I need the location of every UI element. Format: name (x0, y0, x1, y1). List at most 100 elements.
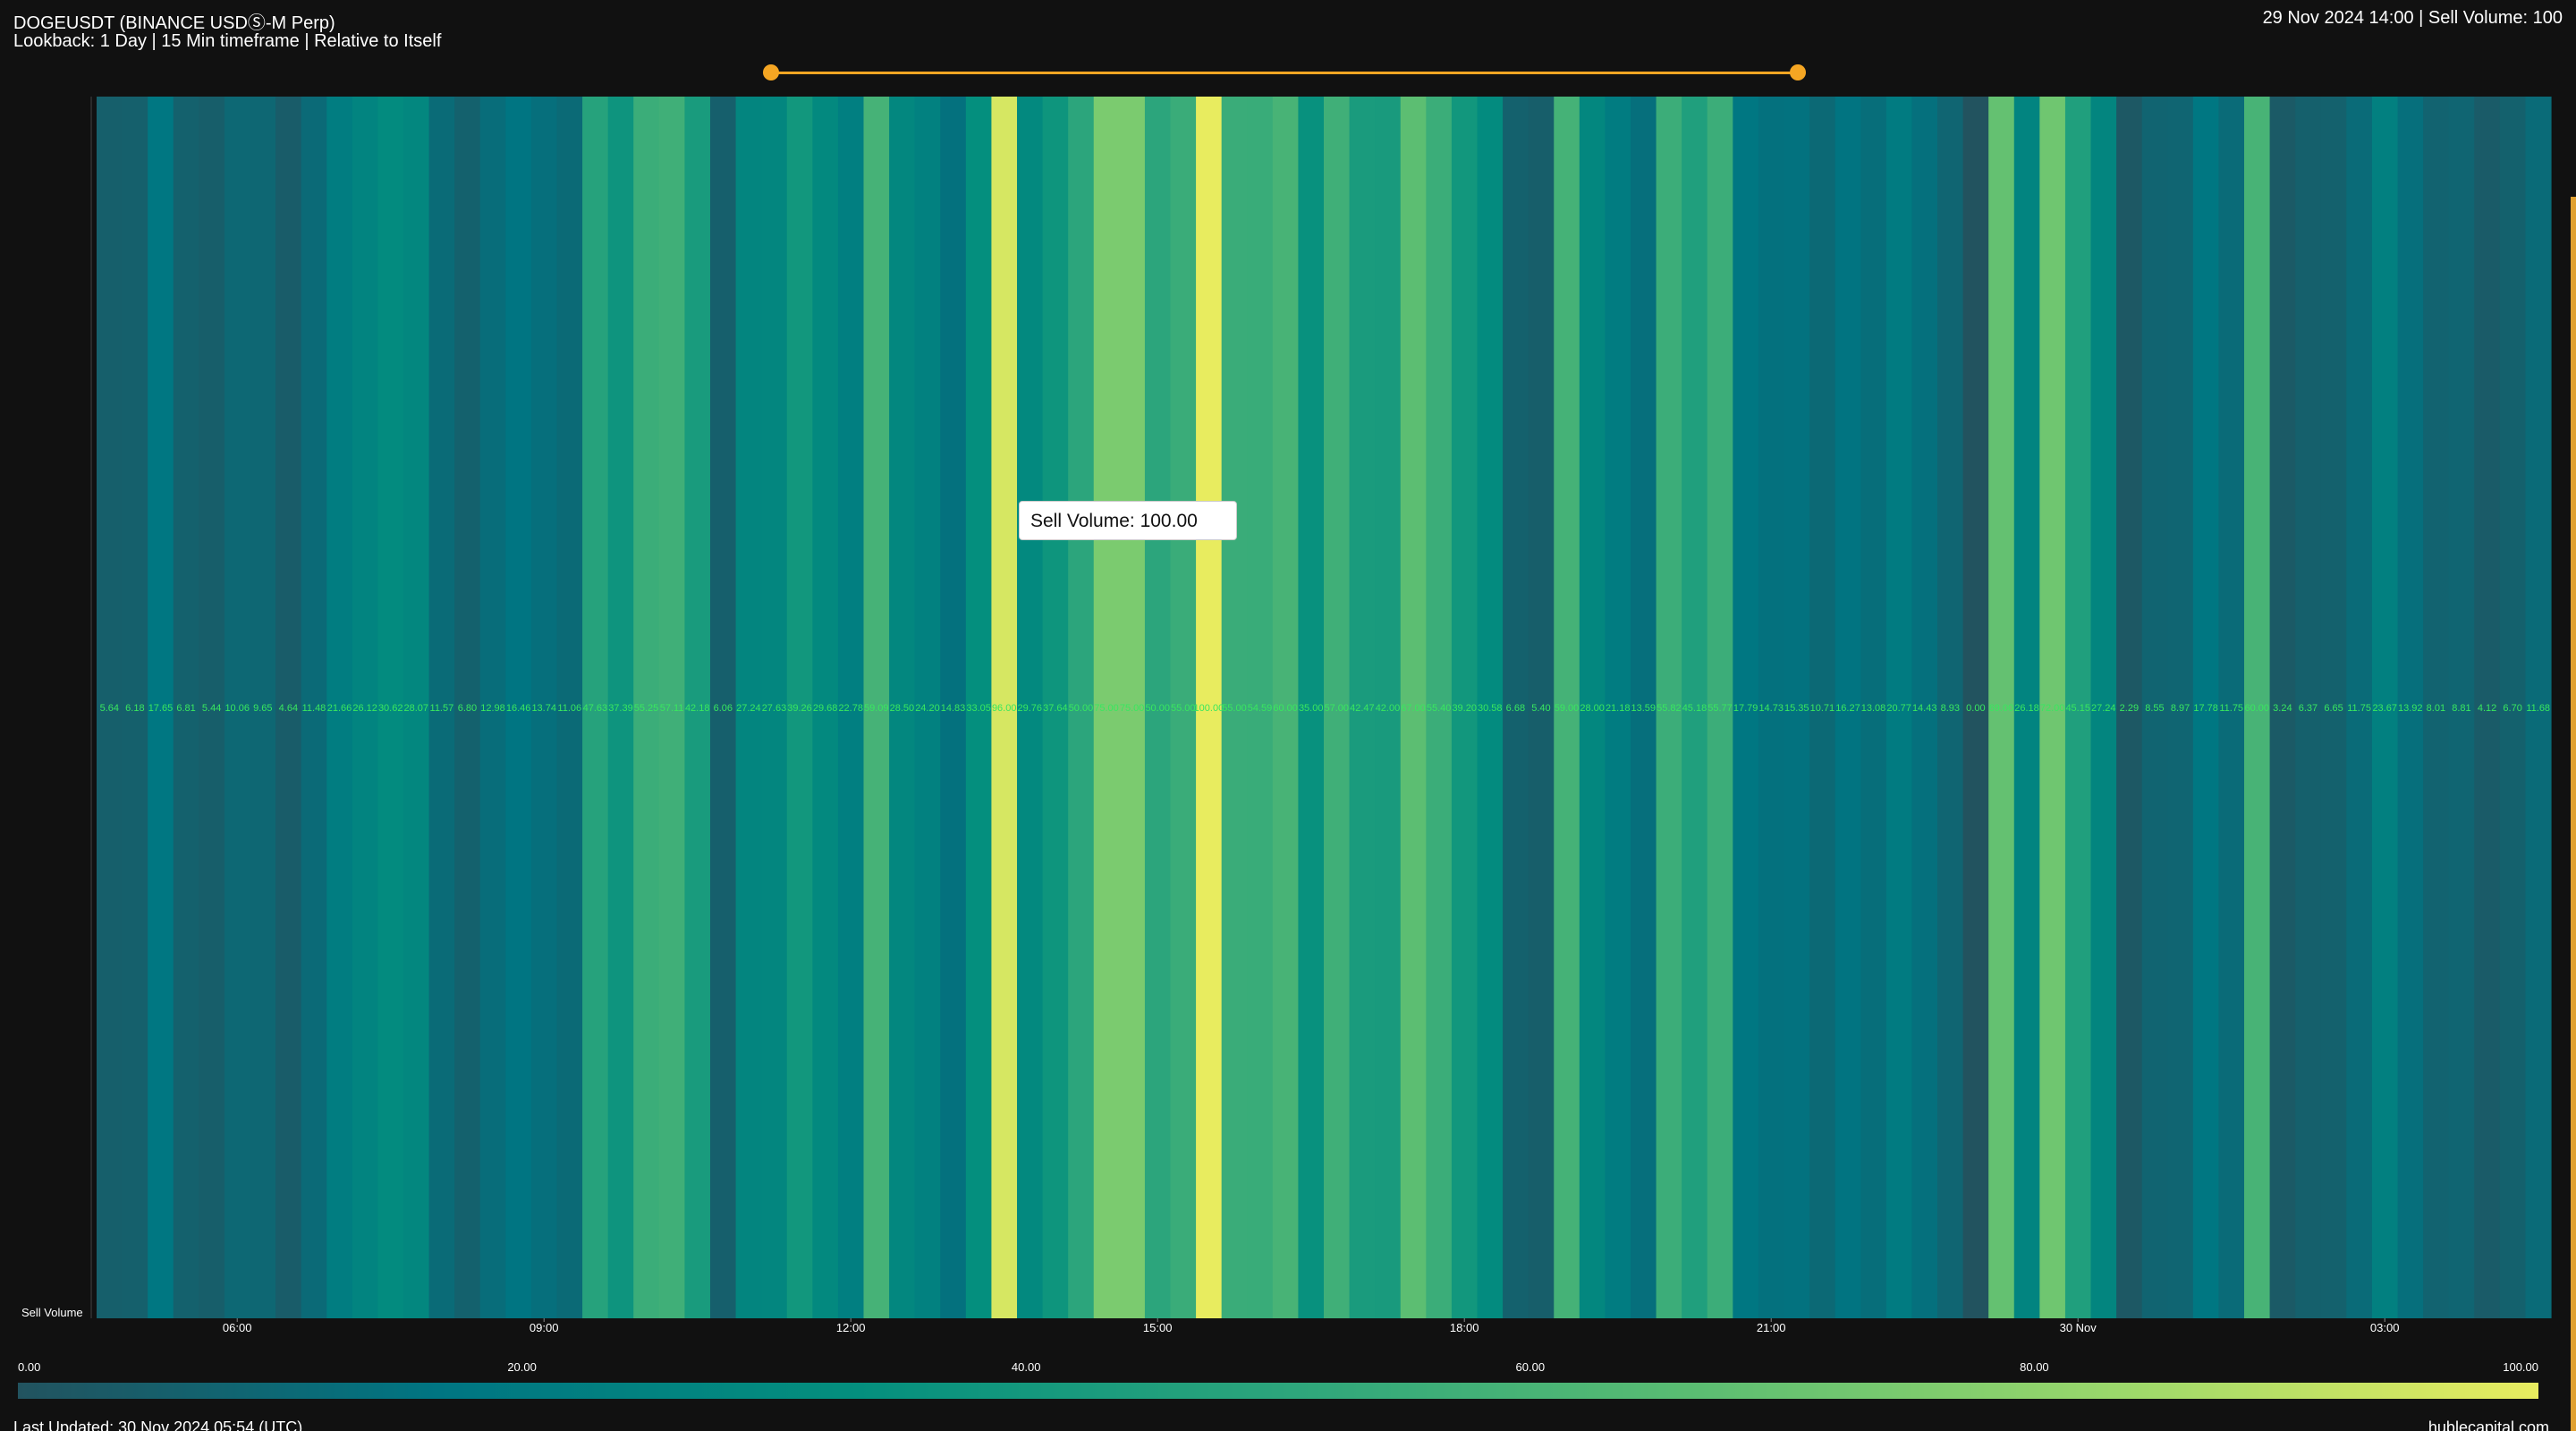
heatmap-cell[interactable] (1835, 97, 1861, 1318)
heatmap-cell[interactable] (710, 97, 737, 1318)
heatmap-cell[interactable] (479, 97, 506, 1318)
heatmap-cell[interactable] (1451, 97, 1479, 1318)
heatmap-cell[interactable] (454, 97, 481, 1318)
heatmap-cell[interactable] (2499, 97, 2527, 1318)
heatmap-cell[interactable] (1579, 97, 1606, 1318)
heatmap-cell[interactable] (1885, 97, 1913, 1318)
heatmap-cell[interactable] (2218, 97, 2245, 1318)
heatmap-cell[interactable] (1631, 97, 1657, 1318)
heatmap-cell[interactable] (889, 97, 916, 1318)
heatmap-cell[interactable] (863, 97, 890, 1318)
heatmap-cell[interactable] (2346, 97, 2373, 1318)
heatmap-cell[interactable] (1426, 97, 1453, 1318)
heatmap-cell[interactable] (2423, 97, 2450, 1318)
heatmap-cell[interactable] (2474, 97, 2501, 1318)
heatmap-cell[interactable] (1298, 97, 1325, 1318)
heatmap-cell[interactable] (1042, 97, 1069, 1318)
heatmap-cell[interactable] (1170, 97, 1197, 1318)
heatmap-cell[interactable] (2192, 97, 2220, 1318)
heatmap-cell[interactable] (250, 97, 276, 1318)
heatmap-cell[interactable] (837, 97, 865, 1318)
heatmap-cell[interactable] (1707, 97, 1733, 1318)
heatmap-cell[interactable] (2269, 97, 2296, 1318)
heatmap-cell[interactable] (1758, 97, 1785, 1318)
heatmap-cell[interactable] (2090, 97, 2117, 1318)
heatmap-cell[interactable] (1937, 97, 1964, 1318)
range-slider-track[interactable] (771, 72, 1798, 74)
heatmap-cell[interactable] (2371, 97, 2399, 1318)
heatmap-cell[interactable] (2244, 97, 2271, 1318)
heatmap-cell[interactable] (326, 97, 353, 1318)
heatmap-cell[interactable] (1119, 97, 1146, 1318)
heatmap-cell[interactable] (1784, 97, 1810, 1318)
heatmap-cell[interactable] (1196, 97, 1223, 1318)
heatmap-cell[interactable] (633, 97, 660, 1318)
heatmap-cell[interactable] (2167, 97, 2194, 1318)
heatmap-cell[interactable] (2525, 97, 2552, 1318)
heatmap-cell[interactable] (735, 97, 762, 1318)
heatmap-cell[interactable] (173, 97, 199, 1318)
heatmap-cell[interactable] (301, 97, 327, 1318)
heatmap-cell[interactable] (2397, 97, 2424, 1318)
heatmap-cell[interactable] (1528, 97, 1555, 1318)
range-slider-left-handle[interactable] (763, 64, 779, 80)
heatmap-cell[interactable] (1144, 97, 1172, 1318)
heatmap-cell[interactable] (97, 97, 123, 1318)
heatmap-cell[interactable] (428, 97, 455, 1318)
range-slider-right-handle[interactable] (1790, 64, 1806, 80)
heatmap-cell[interactable] (684, 97, 711, 1318)
heatmap-cell[interactable] (582, 97, 609, 1318)
heatmap-cell[interactable] (148, 97, 174, 1318)
heatmap-cell[interactable] (1962, 97, 1989, 1318)
heatmap-cell[interactable] (1272, 97, 1300, 1318)
heatmap-cell[interactable] (1605, 97, 1631, 1318)
heatmap-cell[interactable] (1682, 97, 1708, 1318)
heatmap-cell[interactable] (556, 97, 583, 1318)
heatmap-cell[interactable] (2320, 97, 2347, 1318)
heatmap-cell[interactable] (812, 97, 839, 1318)
heatmap-cell[interactable] (1375, 97, 1402, 1318)
heatmap-cell[interactable] (377, 97, 404, 1318)
heatmap-cell[interactable] (965, 97, 993, 1318)
heatmap-cell[interactable] (786, 97, 813, 1318)
heatmap-cell[interactable] (1400, 97, 1427, 1318)
heatmap-cell[interactable] (1017, 97, 1044, 1318)
heatmap-cell[interactable] (275, 97, 302, 1318)
heatmap-cell[interactable] (122, 97, 148, 1318)
heatmap-cell[interactable] (2013, 97, 2040, 1318)
heatmap-cell[interactable] (403, 97, 430, 1318)
heatmap-cell[interactable] (991, 97, 1018, 1318)
heatmap-cell[interactable] (1809, 97, 1836, 1318)
heatmap-cell[interactable] (1911, 97, 1938, 1318)
range-slider[interactable] (763, 64, 1806, 82)
heatmap-cell[interactable] (1733, 97, 1759, 1318)
heatmap-cell[interactable] (2141, 97, 2168, 1318)
heatmap-cell[interactable] (1324, 97, 1351, 1318)
heatmap-plot-area[interactable] (97, 97, 2552, 1318)
heatmap-cell[interactable] (1554, 97, 1580, 1318)
heatmap-cell[interactable] (1247, 97, 1274, 1318)
heatmap-cell[interactable] (2295, 97, 2322, 1318)
heatmap-cell[interactable] (761, 97, 788, 1318)
heatmap-cell[interactable] (1503, 97, 1530, 1318)
heatmap-cell[interactable] (352, 97, 379, 1318)
heatmap-cell[interactable] (1656, 97, 1682, 1318)
heatmap-cell[interactable] (1477, 97, 1504, 1318)
heatmap-cell[interactable] (505, 97, 532, 1318)
heatmap-cell[interactable] (1349, 97, 1376, 1318)
heatmap-cell[interactable] (940, 97, 967, 1318)
heatmap-cell[interactable] (2064, 97, 2092, 1318)
heatmap-cell[interactable] (1093, 97, 1120, 1318)
heatmap-cell[interactable] (1988, 97, 2015, 1318)
heatmap-cell[interactable] (607, 97, 634, 1318)
heatmap-cell[interactable] (1860, 97, 1887, 1318)
heatmap-cell[interactable] (199, 97, 225, 1318)
heatmap-cell[interactable] (914, 97, 941, 1318)
heatmap-cell[interactable] (2116, 97, 2143, 1318)
heatmap-cell[interactable] (2448, 97, 2475, 1318)
heatmap-cell[interactable] (1068, 97, 1095, 1318)
heatmap-cell[interactable] (1221, 97, 1248, 1318)
heatmap-cell[interactable] (224, 97, 251, 1318)
heatmap-cell[interactable] (530, 97, 558, 1318)
